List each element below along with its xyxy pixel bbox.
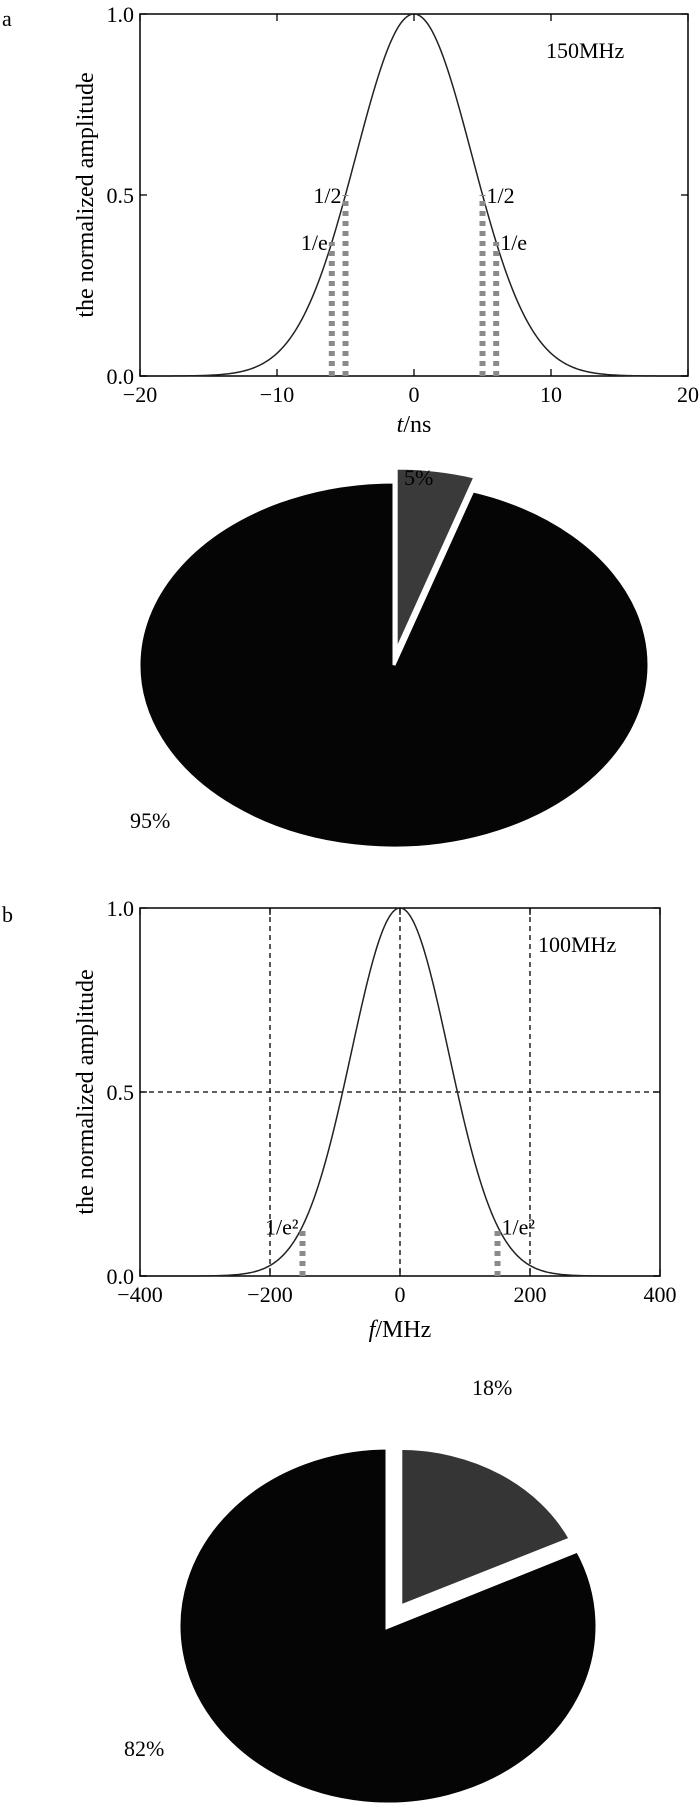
pb-xtick-label-4: 400	[644, 1282, 677, 1307]
pa-xtick-label-4: 20	[677, 382, 699, 407]
pb-ytick-label-0: 0.0	[107, 1264, 135, 1289]
pa-pie-slice-1	[137, 480, 651, 850]
pa-marker-label-1: 1/e	[301, 230, 328, 255]
pa-marker-label-3: 1/e	[500, 230, 527, 255]
panel-b-letter: b	[2, 902, 13, 927]
panel-b-pie-label-small: 18%	[472, 1375, 512, 1400]
pa-marker-label-0: 1/2	[313, 183, 341, 208]
panel-a-line-chart: 1/2 1/e 1/2 1/e −20 −10 0 10 20 0.0 0.5 1.0 150MHz…	[73, 2, 699, 438]
pa-series-line-0	[140, 13, 688, 377]
pa-xtick-label-0: −20	[123, 382, 157, 407]
pb-pie-slice-0	[397, 1444, 576, 1612]
pa-ytick-label-1: 0.5	[107, 183, 135, 208]
pa-ytick-label-2: 1.0	[107, 2, 135, 27]
pb-ytick-label-2: 1.0	[107, 896, 135, 921]
panel-a-plot-frame	[139, 13, 689, 377]
panel-b-ylabel: the normalized amplitude	[73, 969, 99, 1214]
panel-b-xlabel-var: f	[369, 1317, 379, 1343]
pb-pie-slice-1	[175, 1444, 601, 1808]
pb-ytick-label-1: 0.5	[107, 1080, 135, 1105]
pb-xtick-label-1: −200	[247, 1282, 292, 1307]
panel-a-annotation: 150MHz	[546, 38, 624, 63]
panel-a-pie-label-large: 95%	[130, 808, 170, 833]
panel-a-pie-label-small: 5%	[404, 465, 433, 490]
pa-marker-label-2: 1/2	[487, 183, 515, 208]
pa-xtick-label-3: 10	[540, 382, 562, 407]
pb-marker-label-1: 1/e²	[502, 1214, 536, 1239]
pa-xtick-label-1: −10	[260, 382, 294, 407]
panel-b-pie-chart	[175, 1444, 601, 1808]
panel-a-xlabel: t/ns	[397, 412, 432, 438]
pa-xtick-label-2: 0	[409, 382, 420, 407]
panel-b-pie-label-large: 82%	[124, 1736, 164, 1761]
pb-marker-label-0: 1/e²	[265, 1214, 299, 1239]
panel-a-ylabel: the normalized amplitude	[73, 72, 99, 317]
pb-xtick-label-3: 200	[514, 1282, 547, 1307]
panel-b-annotation: 100MHz	[538, 932, 616, 957]
pb-xtick-label-2: 0	[395, 1282, 406, 1307]
pa-pie-slice-0	[394, 466, 478, 652]
panel-b-line-chart: 1/e² 1/e² −400 −200 0 200 400 0.0 0.5 1.0 100MHz…	[73, 896, 677, 1343]
pb-xtick-label-0: −400	[117, 1282, 162, 1307]
panel-a-pie-chart	[137, 466, 651, 850]
panel-b-xlabel-unit: /MHz	[375, 1317, 431, 1343]
pa-ytick-label-0: 0.0	[107, 364, 135, 389]
panel-a-letter: a	[2, 6, 12, 31]
panel-a-xlabel-unit: /ns	[403, 412, 431, 438]
panel-a-xlabel-var: t	[397, 412, 405, 438]
panel-b-xlabel: f/MHz	[369, 1317, 432, 1343]
